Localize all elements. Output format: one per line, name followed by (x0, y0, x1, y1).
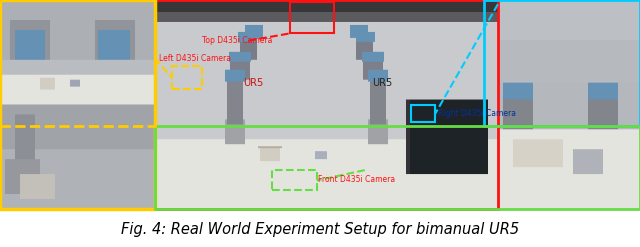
Bar (172, 66, 202, 89)
Bar (155, 126, 640, 209)
Text: Fig. 4: Real World Experiment Setup for bimanual UR5: Fig. 4: Real World Experiment Setup for … (121, 222, 519, 237)
Bar (0, 0, 155, 126)
Text: Left D435i Camera: Left D435i Camera (159, 54, 231, 63)
Text: UR5: UR5 (372, 79, 393, 88)
Bar (484, 0, 640, 126)
Text: UR5: UR5 (243, 79, 263, 88)
Bar (155, 0, 498, 209)
Bar (411, 105, 435, 122)
Bar (0, 0, 155, 209)
Bar (290, 2, 334, 33)
Text: Right D435i Camera: Right D435i Camera (438, 109, 516, 118)
Text: Top D435i Camera: Top D435i Camera (202, 36, 272, 45)
Bar (272, 170, 317, 190)
Text: Front D435i Camera: Front D435i Camera (318, 175, 396, 184)
